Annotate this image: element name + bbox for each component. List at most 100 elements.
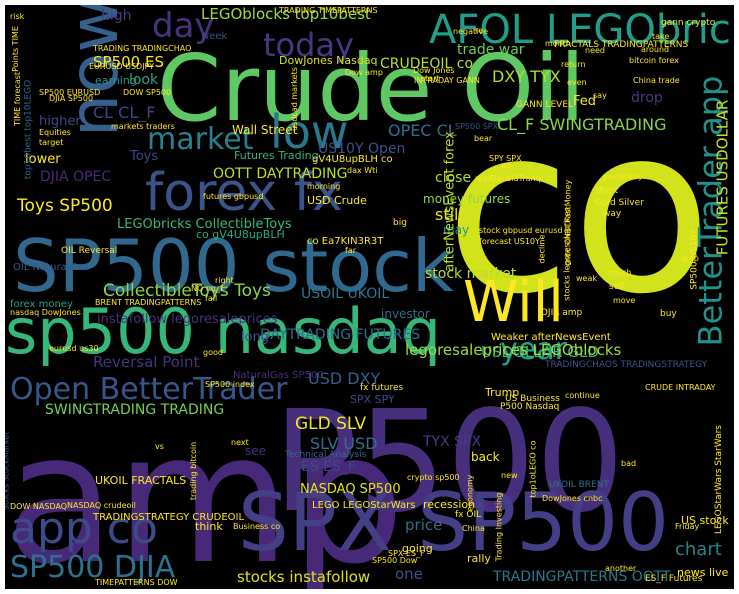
word: may <box>443 223 470 237</box>
word: Points TIME <box>10 26 20 72</box>
word: return <box>561 60 586 69</box>
word: Friday <box>675 522 700 531</box>
word: cnbc CNBCFastMoney <box>563 179 573 267</box>
word: month <box>545 39 571 48</box>
word: co <box>445 78 713 345</box>
word: DOW NASDAQ <box>10 502 68 511</box>
word: TRADING TRADINGCHAO <box>93 44 192 53</box>
word: DowJones Nasdaq <box>279 54 378 67</box>
word: LEGObricks CollectibleToys <box>117 217 292 232</box>
word: SP500 stock <box>13 224 454 308</box>
word: bitcoin forex <box>629 56 679 65</box>
word: low <box>270 105 349 159</box>
word: SWINGTRADING TRADING <box>45 402 225 418</box>
word: Will <box>463 270 564 335</box>
word: SP500 SPX <box>455 122 499 131</box>
word: USOIL UKOIL <box>301 286 390 302</box>
word: US stock <box>681 514 729 527</box>
word: Business co <box>233 522 281 531</box>
word: TRADINGSTRATEGY CRUDEOIL <box>93 512 245 523</box>
word: LEGOblocks top10best <box>201 5 371 23</box>
word: usdcad markets <box>289 67 299 131</box>
word: crypto sp500 <box>407 473 460 482</box>
word: USDOLLAR GLD <box>481 343 599 361</box>
word: close <box>435 170 472 186</box>
word: target <box>39 138 64 147</box>
word: GLD SLV <box>295 414 367 434</box>
word: price <box>405 516 443 534</box>
word: Crude Oil <box>157 35 586 142</box>
word: China <box>462 524 485 533</box>
word: NASDAQ crudeoil <box>67 501 136 510</box>
word: morning <box>307 182 341 191</box>
word: INTRADAY GANN <box>414 76 480 85</box>
word: Wall Street <box>232 123 298 137</box>
word: look <box>129 72 159 88</box>
word: futures gbpusd <box>203 192 264 201</box>
word: CRUDE INTRADAY <box>645 383 716 392</box>
word: SP500 EURUSD <box>39 88 101 97</box>
word: Fed <box>573 94 597 109</box>
word: co Ea7KIN3R3T <box>307 236 384 247</box>
word: CL CL_F <box>93 103 156 122</box>
word: going <box>402 542 433 555</box>
word: Futures Trading <box>234 149 319 162</box>
word: OIL NaturalGas <box>13 262 89 273</box>
word: DXY TYX <box>492 67 561 86</box>
word: DOW SP500 <box>123 88 172 97</box>
word: Gold Silver <box>595 198 644 208</box>
word: CL_F SWINGTRADING <box>497 115 667 134</box>
word: eurusd us30 <box>49 344 99 353</box>
word: amp <box>5 395 405 590</box>
word: EURUSD USDJPY <box>89 62 155 71</box>
word: gV4U8upBLH co <box>312 154 393 165</box>
word: continue <box>565 391 600 400</box>
word: instafollow legoresaleprices <box>97 312 278 327</box>
word: even <box>567 78 587 87</box>
word: US10Y Open <box>318 141 406 157</box>
word: SP500 DJIA <box>10 550 176 585</box>
word: CollectibleToys Toys <box>103 281 271 301</box>
word: TRADINGCHAOS TRADINGSTRATEGY <box>545 360 708 370</box>
word: USD Crude <box>307 194 367 207</box>
word: re <box>475 26 484 35</box>
word: FRACTALS TRADINGPATTERNS <box>554 40 689 50</box>
word: go <box>501 161 511 170</box>
word: forex money <box>10 299 73 310</box>
word: decline <box>537 234 547 264</box>
word: day <box>152 6 215 46</box>
word: market <box>147 122 254 157</box>
word: SP500 Dow <box>372 556 418 565</box>
word: bear <box>474 134 493 143</box>
word: Trading Investing <box>494 492 504 562</box>
word: ES ES_F <box>301 459 356 475</box>
word: Toys <box>130 149 159 164</box>
word: yesterday <box>603 172 643 181</box>
word: high <box>101 8 132 24</box>
word-cloud: amp P500 co Crude Oil SPX SP500 SP500 st… <box>5 5 734 589</box>
word: TIMEPATTERNS DOW <box>95 578 178 587</box>
word: Technical Analysis <box>285 450 367 460</box>
word: UKOIL FRACTALS <box>95 474 187 487</box>
word: realDonaldTrump <box>475 174 544 183</box>
word: SP500 index <box>205 380 255 389</box>
word: DAYTRADING FUTURES <box>260 327 421 343</box>
word: weak <box>576 274 597 283</box>
word: right <box>215 276 234 285</box>
word: year <box>500 332 567 367</box>
word: P500 Nasdaq <box>500 402 560 412</box>
word: trade war <box>457 42 525 58</box>
word: dax Wti <box>347 166 378 175</box>
word: money futures <box>423 192 511 206</box>
word: SPX SPY <box>350 393 395 406</box>
word: think <box>195 520 223 533</box>
word: China trade <box>633 76 680 85</box>
word: sp500 nasdaq <box>5 295 441 368</box>
word: OIL Reversal <box>61 246 118 256</box>
word: SPY SPX <box>489 154 522 163</box>
word: risk <box>10 12 25 21</box>
word: rally <box>467 552 491 565</box>
word: economy <box>465 474 475 512</box>
word: stock market <box>425 266 517 282</box>
